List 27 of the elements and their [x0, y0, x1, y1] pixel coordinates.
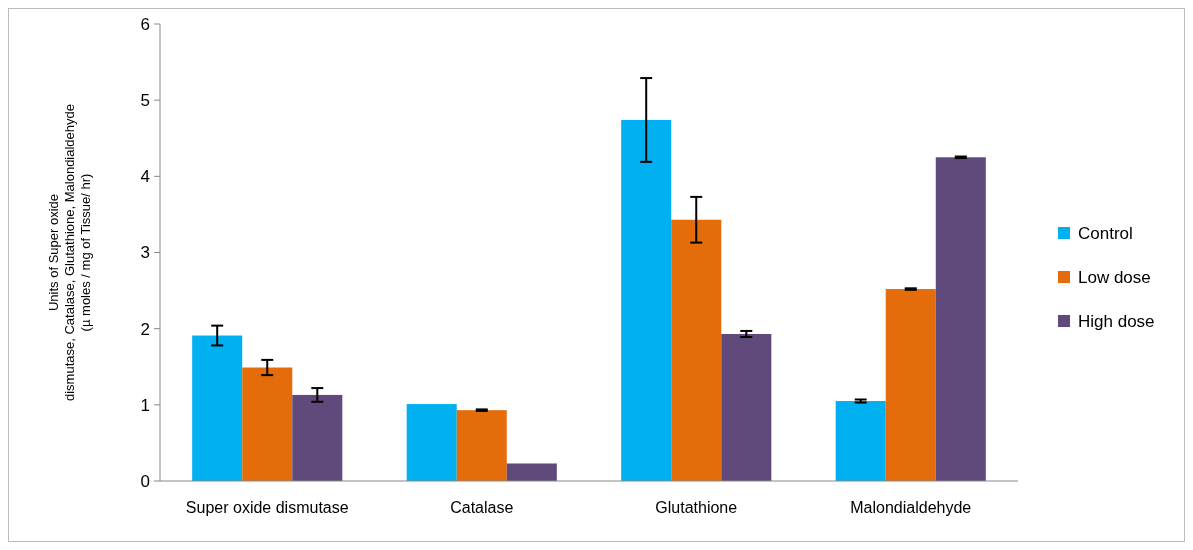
- x-tick-label: Catalase: [450, 499, 514, 516]
- y-tick-label: 5: [140, 91, 150, 111]
- bar: [721, 334, 772, 481]
- y-tick-label: 4: [140, 167, 150, 187]
- bar: [292, 394, 343, 481]
- legend-label: High dose: [1078, 311, 1155, 331]
- y-tick-label: 2: [140, 319, 150, 339]
- y-tick-label: 3: [140, 243, 150, 263]
- legend-label: Control: [1078, 223, 1133, 243]
- legend-label: Low dose: [1078, 267, 1151, 287]
- y-axis-title: Units of Super oxide dismutase, Catalase, Glutathione, Malondialdehyde (µ moles / mg of Tissue/ hr): [46, 103, 93, 402]
- bar: [671, 219, 722, 481]
- bar: [192, 335, 243, 481]
- bar: [506, 463, 557, 481]
- bar: [456, 410, 507, 481]
- x-tick-label: Glutathione: [655, 499, 738, 516]
- bar: [242, 367, 293, 481]
- bar: [406, 404, 457, 481]
- y-tick-label: 6: [140, 14, 150, 34]
- bar: [885, 289, 936, 481]
- y-tick-label: 1: [140, 395, 150, 415]
- y-tick-label: 0: [140, 471, 150, 491]
- x-tick-label: Super oxide dismutase: [185, 499, 349, 516]
- bar: [935, 157, 986, 481]
- bar: [835, 401, 886, 481]
- bar: [621, 119, 672, 481]
- x-tick-label: Malondialdehyde: [850, 499, 972, 516]
